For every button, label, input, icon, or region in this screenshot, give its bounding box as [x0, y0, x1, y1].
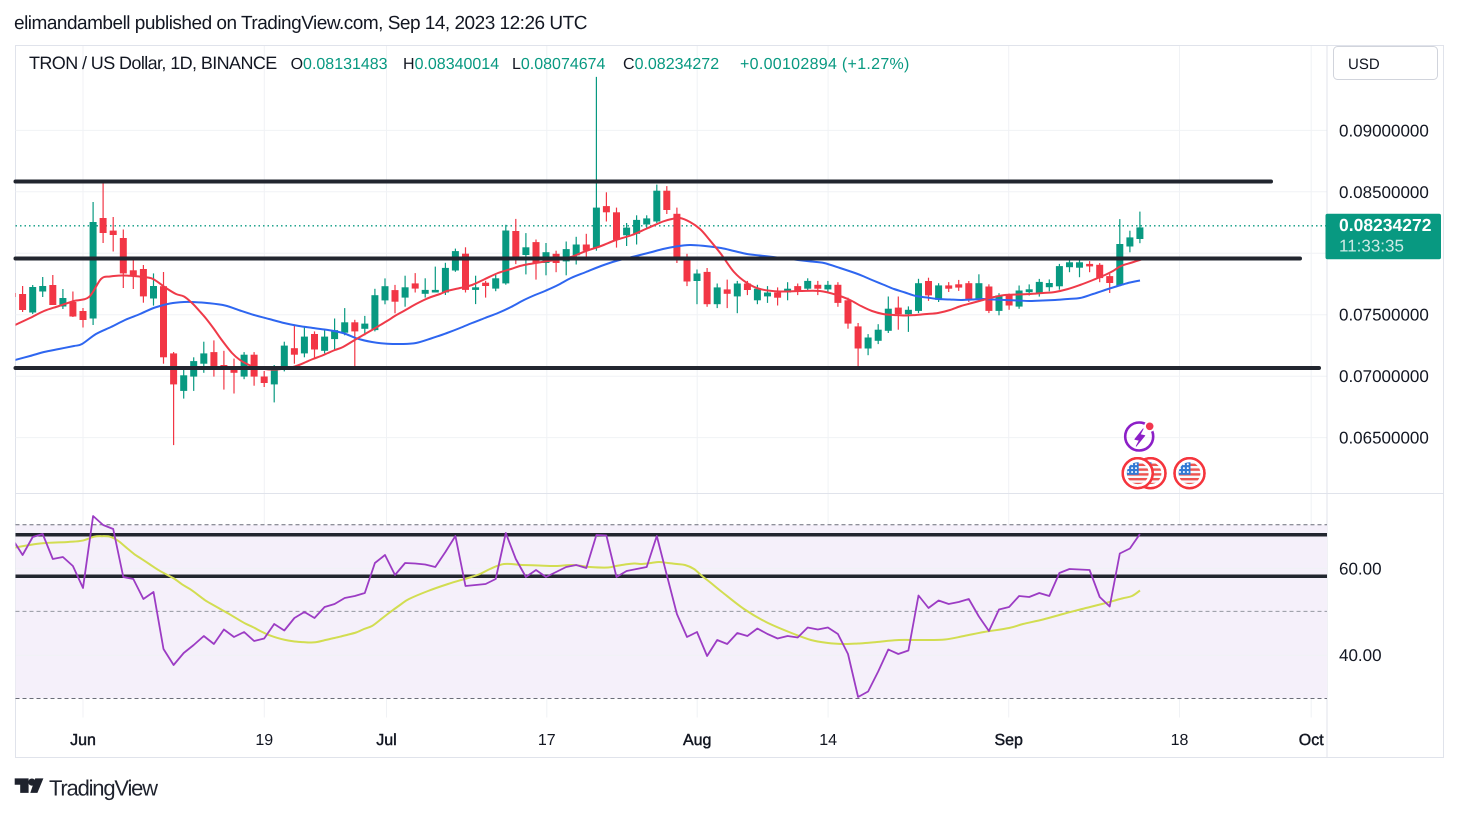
svg-text:17: 17	[538, 732, 556, 749]
svg-text:Jul: Jul	[376, 732, 396, 749]
svg-text:Sep: Sep	[994, 732, 1023, 749]
svg-text:40.00: 40.00	[1339, 646, 1382, 665]
svg-text:TradingView: TradingView	[49, 776, 158, 801]
svg-text:C0.08234272: C0.08234272	[623, 56, 719, 73]
svg-text:USD: USD	[1348, 56, 1380, 73]
svg-text:19: 19	[255, 732, 273, 749]
svg-text:14: 14	[819, 732, 837, 749]
svg-text:L0.08074674: L0.08074674	[512, 56, 606, 73]
svg-text:elimandambell published on Tra: elimandambell published on TradingView.c…	[14, 13, 587, 34]
svg-text:18: 18	[1171, 732, 1189, 749]
svg-text:Aug: Aug	[683, 732, 711, 749]
svg-text:TRON / US Dollar, 1D, BINANCE: TRON / US Dollar, 1D, BINANCE	[29, 53, 277, 73]
svg-text:60.00: 60.00	[1339, 560, 1382, 579]
svg-text:Jun: Jun	[70, 732, 96, 749]
svg-text:0.07000000: 0.07000000	[1339, 367, 1429, 386]
svg-text:0.09000000: 0.09000000	[1339, 121, 1429, 140]
svg-text:0.08500000: 0.08500000	[1339, 183, 1429, 202]
svg-text:0.08234272: 0.08234272	[1339, 215, 1432, 235]
svg-text:Oct: Oct	[1299, 732, 1324, 749]
svg-text:+0.00102894 (+1.27%): +0.00102894 (+1.27%)	[740, 56, 910, 73]
svg-text:0.06500000: 0.06500000	[1339, 429, 1429, 448]
svg-text:11:33:35: 11:33:35	[1339, 237, 1404, 256]
svg-text:0.07500000: 0.07500000	[1339, 306, 1429, 325]
svg-text:H0.08340014: H0.08340014	[403, 56, 499, 73]
svg-text:O0.08131483: O0.08131483	[291, 56, 388, 73]
